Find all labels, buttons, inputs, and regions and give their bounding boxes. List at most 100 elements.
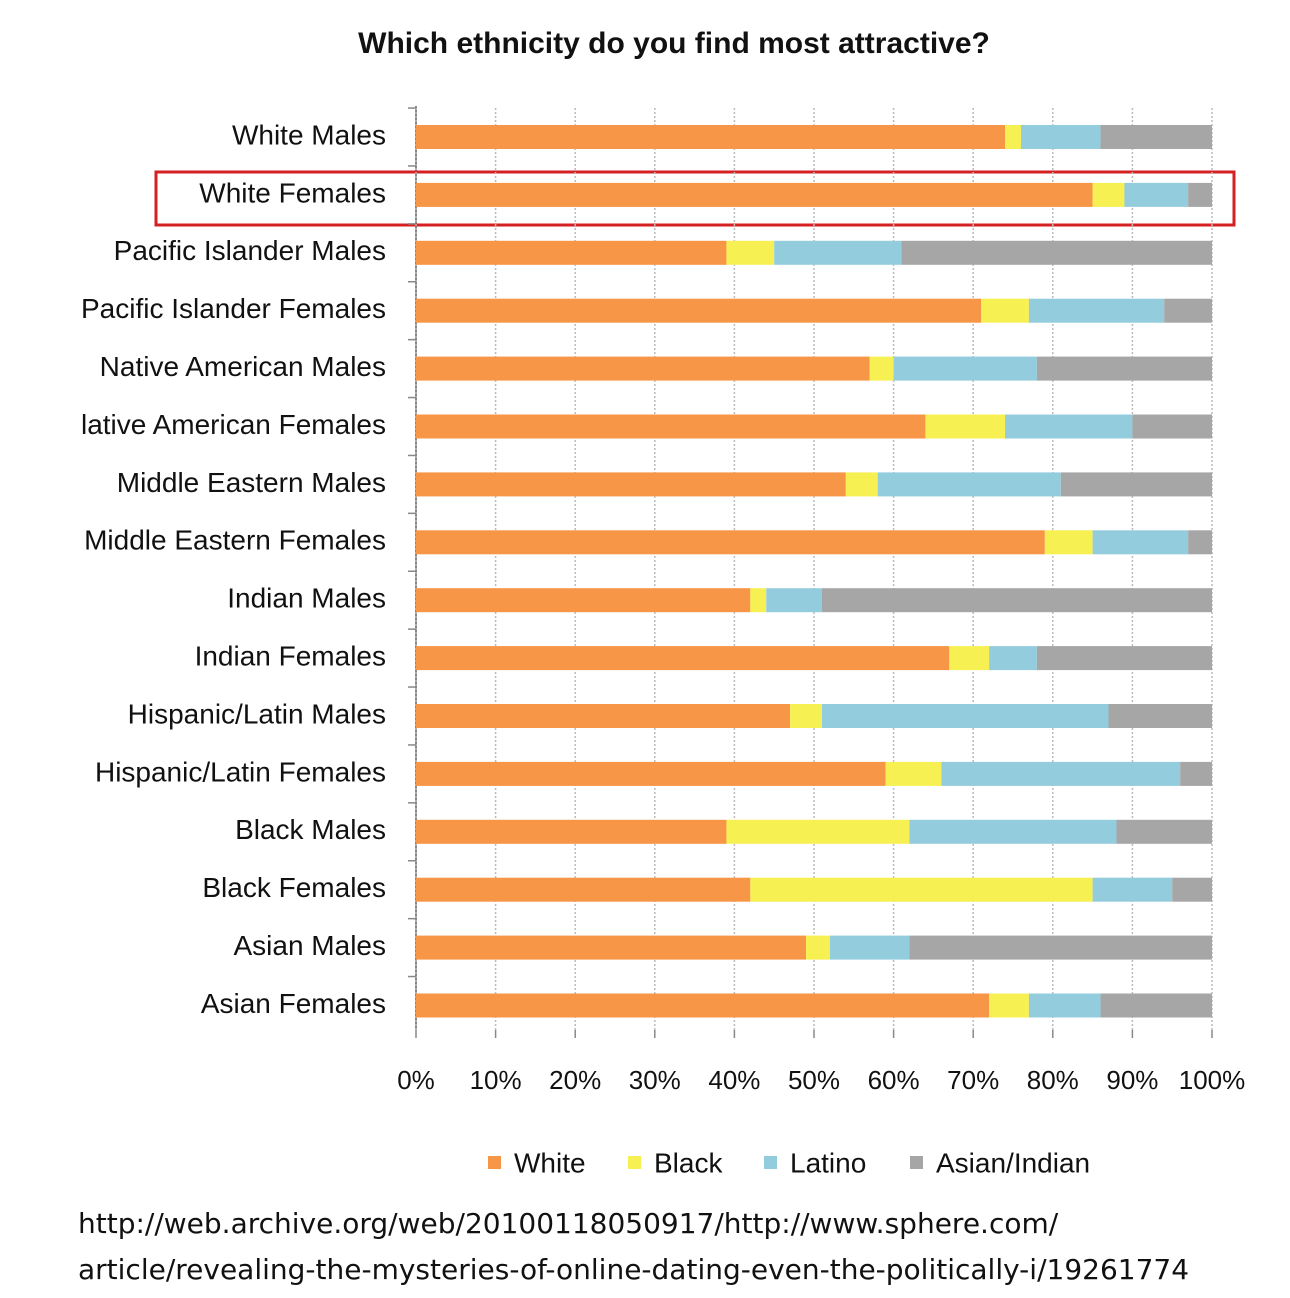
bar-segment bbox=[416, 472, 846, 497]
bar-segment bbox=[766, 588, 822, 613]
bar-segment bbox=[1036, 356, 1212, 381]
bar-segment bbox=[1036, 646, 1212, 671]
category-label: White Males bbox=[232, 119, 386, 150]
bar-segment bbox=[416, 356, 870, 381]
bar-segment bbox=[877, 472, 1061, 497]
legend-swatch bbox=[488, 1156, 501, 1169]
bar-segment bbox=[1100, 993, 1212, 1018]
bar-segment bbox=[416, 761, 886, 786]
bar-segment bbox=[925, 414, 1006, 439]
bar-segment bbox=[416, 298, 982, 323]
x-tick-label: 100% bbox=[1179, 1065, 1246, 1095]
legend-label: Asian/Indian bbox=[936, 1147, 1090, 1178]
bar-segment bbox=[1116, 819, 1212, 844]
x-tick-label: 60% bbox=[868, 1065, 920, 1095]
highlight-box bbox=[154, 170, 1236, 227]
x-tick-label: 40% bbox=[708, 1065, 760, 1095]
legend-label: Latino bbox=[790, 1147, 866, 1178]
category-label: Middle Eastern Males bbox=[117, 467, 386, 498]
source-line: http://web.archive.org/web/2010011805091… bbox=[78, 1207, 1059, 1240]
bar-segment bbox=[1108, 704, 1212, 728]
bar-segment bbox=[989, 993, 1029, 1018]
legend-label: White bbox=[514, 1147, 586, 1178]
category-label: lative American Females bbox=[81, 409, 386, 440]
bar-segment bbox=[1092, 877, 1173, 902]
x-tick-label: 90% bbox=[1106, 1065, 1158, 1095]
legend-swatch bbox=[628, 1156, 641, 1169]
bar-segment bbox=[1060, 472, 1212, 497]
bar-segment bbox=[416, 588, 751, 613]
bar-segment bbox=[1100, 125, 1212, 149]
bar-segment bbox=[909, 935, 1212, 960]
bar-segment bbox=[790, 704, 822, 728]
category-label: Asian Males bbox=[233, 930, 386, 961]
bar-segment bbox=[893, 356, 1037, 381]
bar-segment bbox=[416, 125, 1006, 149]
bar-segment bbox=[416, 935, 807, 960]
bar-segment bbox=[416, 240, 727, 265]
x-tick-label: 70% bbox=[947, 1065, 999, 1095]
x-tick-label: 50% bbox=[788, 1065, 840, 1095]
bar-segment bbox=[1028, 993, 1101, 1018]
category-label: Hispanic/Latin Males bbox=[128, 698, 386, 729]
bar-segment bbox=[901, 240, 1212, 265]
bar-segment bbox=[806, 935, 830, 960]
legend-label: Black bbox=[654, 1147, 723, 1178]
bar-segment bbox=[416, 704, 791, 728]
category-label: Indian Males bbox=[227, 583, 386, 614]
bar-segment bbox=[1124, 182, 1189, 207]
category-label: Pacific Islander Males bbox=[114, 235, 386, 266]
category-label: Native American Males bbox=[100, 351, 386, 382]
bar-segment bbox=[845, 472, 878, 497]
x-tick-label: 0% bbox=[397, 1065, 435, 1095]
bar-segment bbox=[416, 877, 751, 902]
bar-segment bbox=[949, 646, 990, 671]
bar-segment bbox=[1188, 182, 1212, 207]
category-label: Indian Females bbox=[195, 640, 386, 671]
category-label: Black Males bbox=[235, 814, 386, 845]
chart-title: Which ethnicity do you find most attract… bbox=[358, 27, 990, 60]
category-label: Middle Eastern Females bbox=[84, 525, 386, 556]
bar-segment bbox=[1044, 530, 1093, 555]
bar-segment bbox=[416, 819, 727, 844]
legend-swatch bbox=[764, 1156, 777, 1169]
bar-segment bbox=[1005, 125, 1021, 149]
bar-segment bbox=[1172, 877, 1212, 902]
bar-segment bbox=[1132, 414, 1212, 439]
bar-segment bbox=[750, 877, 1093, 902]
category-label: Asian Females bbox=[201, 988, 386, 1019]
bar-segment bbox=[1188, 530, 1212, 555]
category-label: Hispanic/Latin Females bbox=[95, 756, 386, 787]
source-line: article/revealing-the-mysteries-of-onlin… bbox=[78, 1253, 1189, 1286]
bar-segment bbox=[1028, 298, 1165, 323]
bar-segment bbox=[416, 993, 990, 1018]
bar-segment bbox=[774, 240, 902, 265]
bar-segment bbox=[1005, 414, 1133, 439]
x-tick-label: 80% bbox=[1027, 1065, 1079, 1095]
bar-segment bbox=[821, 704, 1109, 728]
bar-segment bbox=[821, 588, 1212, 613]
bar-segment bbox=[726, 819, 910, 844]
bar-segment bbox=[981, 298, 1029, 323]
x-tick-label: 30% bbox=[629, 1065, 681, 1095]
bar-segment bbox=[750, 588, 767, 613]
bar-segment bbox=[1092, 530, 1189, 555]
bar-segment bbox=[1092, 182, 1125, 207]
bar-segment bbox=[416, 530, 1045, 555]
bar-segment bbox=[416, 414, 926, 439]
bar-segment bbox=[829, 935, 910, 960]
bar-segment bbox=[416, 646, 950, 671]
bar-segment bbox=[909, 819, 1117, 844]
bar-segment bbox=[869, 356, 894, 381]
category-label: White Females bbox=[199, 177, 386, 208]
bar-segment bbox=[1164, 298, 1212, 323]
x-tick-label: 20% bbox=[549, 1065, 601, 1095]
bar-segment bbox=[1180, 761, 1212, 786]
bar-segment bbox=[726, 240, 775, 265]
category-label: Pacific Islander Females bbox=[81, 293, 386, 324]
bar-segment bbox=[941, 761, 1181, 786]
legend-swatch bbox=[910, 1156, 923, 1169]
bar-segment bbox=[885, 761, 942, 786]
bar-segment bbox=[989, 646, 1037, 671]
